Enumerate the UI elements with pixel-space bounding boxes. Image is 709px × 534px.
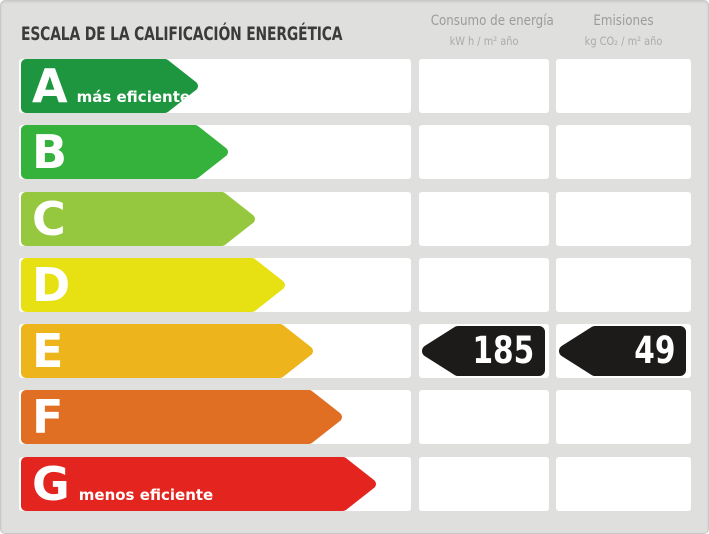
consumption-rating-marker: 185 <box>422 326 546 377</box>
consumption-cell-c <box>419 191 549 246</box>
consumption-column-title: Consumo de energía <box>430 13 554 29</box>
grade-label-f: F <box>32 390 72 444</box>
grade-arrow-b-icon <box>21 125 228 180</box>
consumption-column-header: Consumo de energía kW h / m² año <box>419 13 554 48</box>
scale-cell-d: D <box>19 257 411 312</box>
consumption-value: 185 <box>472 329 534 373</box>
grade-arrow-d-icon <box>21 257 285 312</box>
scale-row-e: E 185 49 <box>19 324 691 379</box>
grade-letter: E <box>32 324 64 379</box>
scale-cell-f: F <box>19 390 411 445</box>
consumption-cell-a <box>419 59 549 113</box>
scale-cell-b: B <box>19 125 411 180</box>
emissions-cell-a <box>556 59 691 113</box>
scale-cell-e: E <box>19 324 411 379</box>
emissions-cell-f <box>556 390 691 445</box>
grade-label-d: D <box>32 258 79 312</box>
consumption-cell-b <box>419 125 549 180</box>
consumption-cell-d <box>419 257 549 312</box>
emissions-column-unit: kg CO₂ / m² año <box>584 34 663 48</box>
emissions-cell-e: 49 <box>556 324 691 379</box>
scale-row-d: D <box>19 257 691 312</box>
page-title: ESCALA DE LA CALIFICACIÓN ENERGÉTICA <box>21 23 343 45</box>
grade-letter: C <box>32 191 66 246</box>
consumption-cell-e: 185 <box>419 324 549 379</box>
grade-arrow-c-icon <box>21 191 255 246</box>
grade-letter: B <box>32 125 68 180</box>
emissions-cell-c <box>556 191 691 246</box>
emissions-cell-g <box>556 456 691 511</box>
consumption-cell-f <box>419 390 549 445</box>
rating-marker-arrow-icon <box>422 326 545 377</box>
rating-marker-arrow-icon <box>559 326 686 377</box>
consumption-cell-g <box>419 456 549 511</box>
grade-letter: F <box>32 390 64 445</box>
scale-row-c: C <box>19 191 691 246</box>
emissions-rating-marker: 49 <box>559 326 687 377</box>
emissions-column-header: Emisiones kg CO₂ / m² año <box>556 13 691 48</box>
grade-note: menos eficiente <box>78 485 214 504</box>
grade-arrow-e-icon <box>21 324 313 379</box>
grade-letter: G <box>32 456 70 511</box>
grade-label-b: B <box>32 125 76 179</box>
grade-arrow-f-icon <box>21 390 342 445</box>
grade-arrow-a-icon <box>21 59 198 113</box>
grade-label-e: E <box>32 324 72 378</box>
grade-letter: D <box>32 257 71 312</box>
emissions-cell-b <box>556 125 691 180</box>
consumption-column-unit: kW h / m² año <box>449 34 519 48</box>
scale-row-b: B <box>19 125 691 180</box>
grade-letter: A <box>32 59 68 113</box>
grade-label-c: C <box>32 192 75 246</box>
scale-cell-c: C <box>19 191 411 246</box>
grade-arrow-g-icon <box>21 456 376 511</box>
emissions-column-title: Emisiones <box>593 13 654 29</box>
emissions-cell-d <box>556 257 691 312</box>
grade-note: más eficiente <box>76 88 191 106</box>
emissions-value: 49 <box>633 329 675 373</box>
scale-row-f: F <box>19 390 691 445</box>
